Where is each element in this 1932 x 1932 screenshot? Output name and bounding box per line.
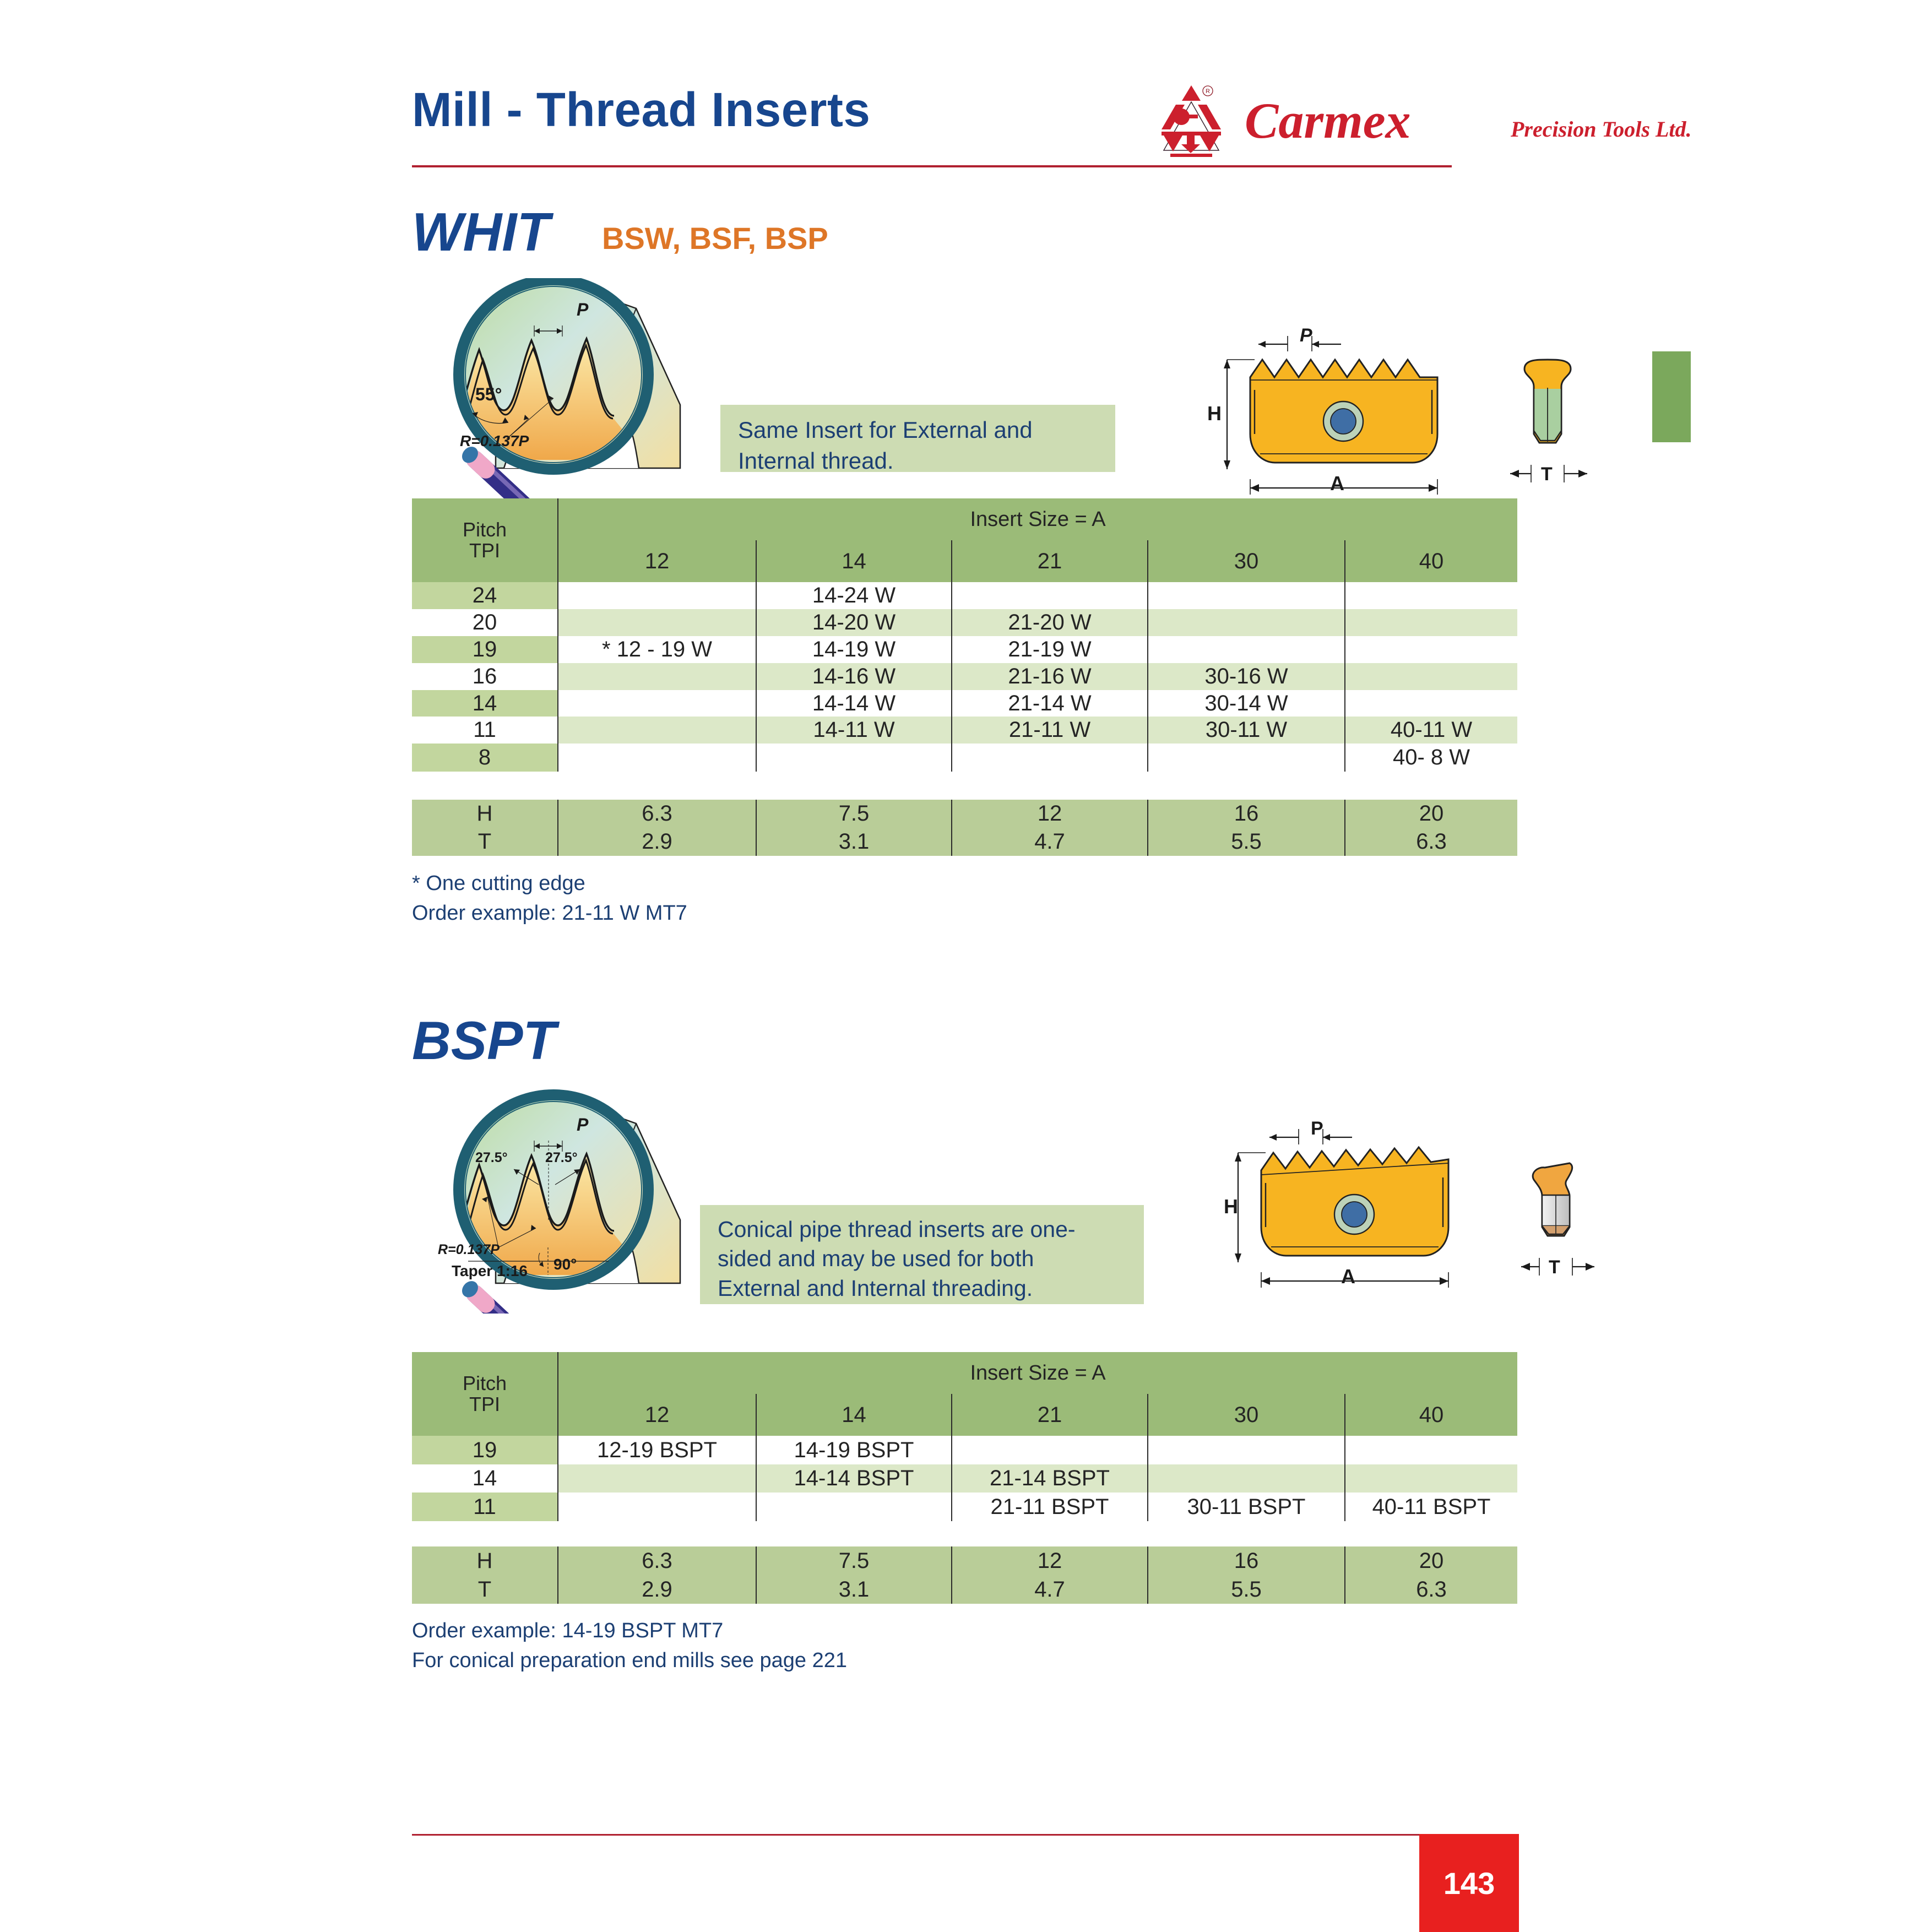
- svg-text:P: P: [577, 1115, 589, 1135]
- svg-text:P: P: [577, 300, 589, 319]
- svg-text:H: H: [1207, 402, 1222, 425]
- svg-text:T: T: [1541, 464, 1553, 485]
- svg-text:R: R: [1206, 88, 1210, 95]
- svg-text:Precision Tools Ltd.: Precision Tools Ltd.: [1510, 117, 1692, 142]
- svg-text:R=0.137P: R=0.137P: [460, 432, 529, 449]
- svg-text:P: P: [1300, 325, 1312, 346]
- svg-text:Taper 1:16: Taper 1:16: [452, 1262, 528, 1279]
- svg-text:55°: 55°: [475, 384, 502, 404]
- svg-text:T: T: [1549, 1257, 1560, 1278]
- svg-text:A: A: [1330, 472, 1344, 495]
- svg-text:R=0.137P: R=0.137P: [438, 1242, 500, 1257]
- svg-text:90°: 90°: [553, 1256, 577, 1273]
- svg-text:27.5°: 27.5°: [475, 1150, 508, 1165]
- svg-text:A: A: [1341, 1265, 1355, 1288]
- svg-text:Carmex: Carmex: [1245, 93, 1411, 149]
- svg-text:27.5°: 27.5°: [545, 1150, 578, 1165]
- svg-text:H: H: [1224, 1195, 1238, 1218]
- svg-text:P: P: [1311, 1118, 1323, 1139]
